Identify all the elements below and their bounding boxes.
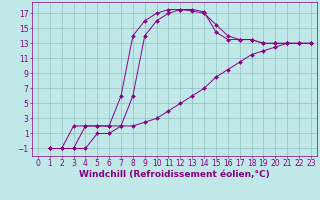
X-axis label: Windchill (Refroidissement éolien,°C): Windchill (Refroidissement éolien,°C) — [79, 170, 270, 179]
